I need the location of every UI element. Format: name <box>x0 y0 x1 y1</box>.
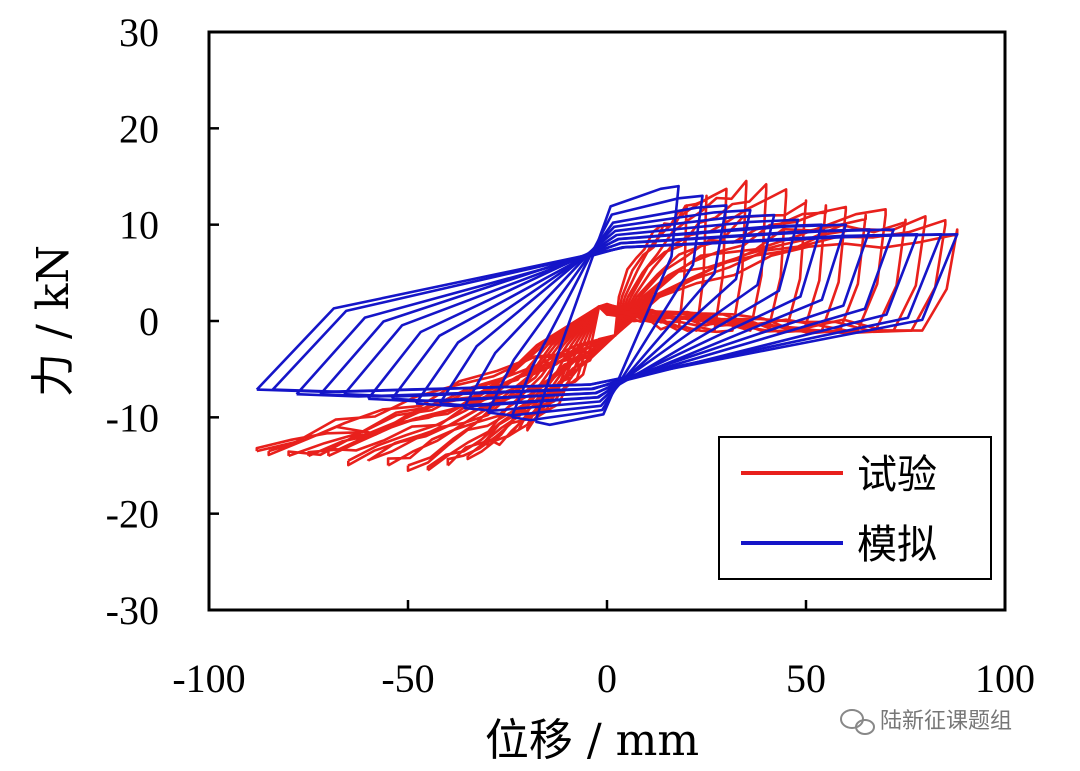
series-test-loop <box>406 199 808 472</box>
x-tick-label: 100 <box>975 656 1035 701</box>
series-simulation-loop <box>486 204 728 417</box>
wechat-icon <box>840 709 875 735</box>
legend-label-simulation: 模拟 <box>857 522 937 568</box>
y-axis-title: 力 / kN <box>28 245 79 397</box>
y-tick-label: 20 <box>119 106 159 151</box>
x-axis: -100 -50 0 50 100 <box>172 600 1035 701</box>
legend: 试验 模拟 <box>718 436 992 580</box>
x-tick-label: 0 <box>597 656 617 701</box>
watermark: 陆新征课题组 <box>840 709 1012 735</box>
x-axis-title: 位移 / mm <box>485 715 699 766</box>
series-simulation-loop <box>462 208 752 412</box>
series-test-loop <box>255 228 959 453</box>
series-test-loop <box>287 215 927 458</box>
y-tick-label: 0 <box>139 299 159 344</box>
x-tick-label: -50 <box>381 656 434 701</box>
series-simulation-loop <box>367 223 848 403</box>
legend-box <box>718 436 992 580</box>
legend-label-test: 试验 <box>857 452 937 498</box>
series-layer <box>255 179 959 472</box>
series-simulation-loop <box>534 184 680 427</box>
y-tick-label: 30 <box>119 10 159 55</box>
x-tick-label: 50 <box>786 656 826 701</box>
y-tick-label: -30 <box>106 588 159 633</box>
series-simulation-loop <box>414 218 800 408</box>
y-tick-label: -10 <box>106 395 159 440</box>
x-tick-label: -100 <box>172 656 245 701</box>
y-tick-label: -20 <box>106 492 159 537</box>
series-simulation-loop <box>510 194 704 422</box>
watermark-text: 陆新征课题组 <box>880 709 1012 734</box>
y-tick-label: 10 <box>119 203 159 248</box>
y-axis: -30 -20 -10 0 10 20 30 <box>106 10 219 633</box>
series-simulation-loop <box>255 233 959 394</box>
